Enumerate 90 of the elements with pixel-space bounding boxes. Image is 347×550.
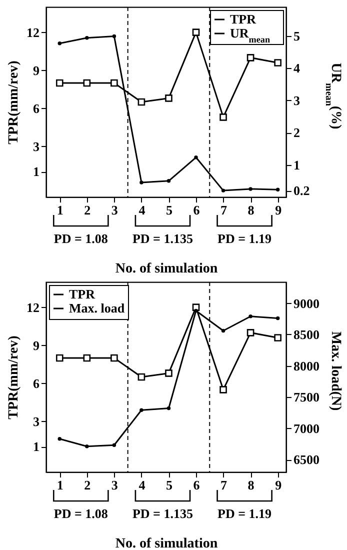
point xyxy=(110,354,118,362)
y2-tick-label: 7500 xyxy=(294,390,320,404)
x-tick-label: 7 xyxy=(220,478,228,492)
y2-tick-label: 7000 xyxy=(294,420,320,436)
legend-label: TPR xyxy=(69,286,96,302)
point xyxy=(140,180,144,184)
point xyxy=(248,314,252,318)
point xyxy=(112,443,116,447)
x-tick-label: 2 xyxy=(84,202,91,218)
y-tick-label: 3 xyxy=(33,138,40,154)
x-tick-label: 4 xyxy=(138,478,146,492)
point xyxy=(140,408,144,412)
point xyxy=(85,444,89,448)
x-axis-title: No. of simulation xyxy=(115,536,218,550)
y-tick-label: 1 xyxy=(33,164,40,180)
point xyxy=(85,36,89,40)
y2-tick-label: 6500 xyxy=(294,452,320,467)
point xyxy=(58,437,62,441)
point xyxy=(194,156,198,160)
y-tick-label: 3 xyxy=(33,414,40,429)
y2-tick-label: 5 xyxy=(294,28,300,44)
point xyxy=(276,316,280,320)
legend-label: TPR xyxy=(230,12,257,26)
point xyxy=(165,370,172,377)
point xyxy=(274,334,282,342)
x-tick-label: 3 xyxy=(111,478,118,492)
y2-tick-label: 4 xyxy=(294,60,300,76)
point xyxy=(220,114,227,121)
x-tick-label: 1 xyxy=(56,202,64,218)
x-tick-label: 2 xyxy=(84,478,91,492)
legend-label: Max. load xyxy=(69,300,126,316)
x-tick-label: 8 xyxy=(248,478,255,492)
y-axis-title: TPR(mm/rev) xyxy=(6,60,22,144)
y2-tick-label: 1 xyxy=(294,157,300,172)
y2-tick-label: 3 xyxy=(294,92,300,108)
point xyxy=(194,308,198,313)
x-tick-label: 3 xyxy=(111,202,118,218)
x-tick-label: 4 xyxy=(138,202,146,218)
point xyxy=(274,59,282,66)
point xyxy=(83,79,91,87)
point xyxy=(83,354,91,362)
y2-tick-label: 8000 xyxy=(294,358,320,374)
y-tick-label: 9 xyxy=(33,338,40,353)
text: PD = 1.08 xyxy=(54,506,108,521)
text: PD = 1.19 xyxy=(218,506,272,521)
legend-label: UR$_{mean}$ xyxy=(230,26,270,44)
point xyxy=(192,28,200,36)
y2-tick-label: 8500 xyxy=(294,327,320,342)
point xyxy=(56,354,64,362)
point xyxy=(246,329,254,336)
point xyxy=(138,98,146,106)
y2-tick-label: 0.2 xyxy=(294,183,310,198)
point xyxy=(110,79,118,87)
point xyxy=(112,34,116,38)
x-tick-label: 9 xyxy=(275,202,282,218)
point xyxy=(220,386,227,394)
point xyxy=(248,187,252,191)
y2-tick-label: 9000 xyxy=(294,296,320,311)
point xyxy=(166,406,171,410)
y-tick-label: 9 xyxy=(33,62,40,78)
x-tick-label: 5 xyxy=(166,202,173,218)
y-tick-label: 1 xyxy=(33,439,40,454)
x-tick-label: 6 xyxy=(193,202,200,218)
point xyxy=(246,54,254,62)
text: PD = 1.135 xyxy=(132,506,194,521)
x-axis-title: No. of simulation xyxy=(115,262,218,276)
point xyxy=(56,79,64,87)
y2-tick-label: 2 xyxy=(294,125,300,140)
point xyxy=(221,328,226,333)
y-tick-label: 6 xyxy=(33,100,40,116)
point xyxy=(276,188,280,192)
x-tick-label: 9 xyxy=(275,478,282,492)
x-tick-label: 8 xyxy=(248,202,255,218)
x-tick-label: 7 xyxy=(220,202,228,218)
text: PD = 1.135 xyxy=(132,231,194,246)
y-tick-label: 12 xyxy=(26,300,40,315)
x-tick-label: 1 xyxy=(56,478,64,492)
y-tick-label: 12 xyxy=(26,24,40,40)
x-tick-label: 6 xyxy=(193,478,200,492)
y-axis-title: TPR(mm/rev) xyxy=(6,335,22,420)
y-tick-label: 6 xyxy=(33,376,40,391)
point xyxy=(166,179,171,183)
text: PD = 1.08 xyxy=(54,231,108,246)
x-tick-label: 5 xyxy=(166,478,173,492)
point xyxy=(58,42,62,46)
point xyxy=(165,94,172,102)
point xyxy=(138,373,146,381)
text: PD = 1.19 xyxy=(218,231,272,246)
y2-axis-title: Max. load(N) xyxy=(328,331,343,411)
point xyxy=(221,188,226,192)
